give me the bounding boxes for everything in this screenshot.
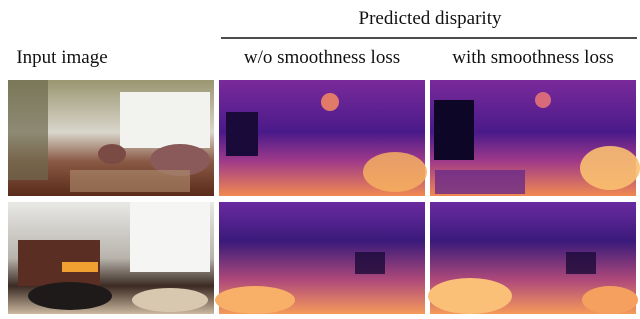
disparity-map [215,202,425,314]
column-label: w/o smoothness loss [244,47,400,68]
group-title: Predicted disparity [359,8,502,29]
disparity-map [219,80,427,196]
disparity-map [428,202,638,314]
figure: Predicted disparity Input image w/o smoo… [0,0,640,314]
column-label: Input image [16,47,107,68]
disparity-map [430,80,640,196]
column-label: with smoothness loss [452,47,614,68]
page: Predicted disparity Input image w/o smoo… [0,0,640,314]
input-image [8,202,214,314]
input-image [8,80,214,196]
